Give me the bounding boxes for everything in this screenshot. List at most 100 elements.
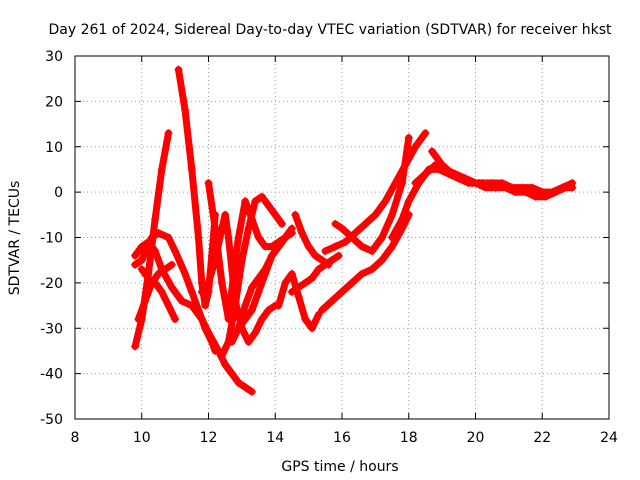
data-point — [491, 183, 500, 192]
x-tick-label: 12 — [200, 430, 218, 446]
data-point — [271, 210, 280, 219]
data-point — [151, 278, 160, 287]
data-point — [301, 315, 310, 324]
data-point — [501, 183, 510, 192]
data-point — [321, 260, 330, 269]
data-point — [528, 183, 537, 192]
data-point — [164, 301, 173, 310]
y-tick-label: -50 — [40, 412, 63, 428]
data-point — [451, 169, 460, 178]
data-point — [234, 324, 243, 333]
series-track-12 — [234, 224, 296, 333]
series-track-14 — [291, 210, 333, 269]
data-point — [311, 251, 320, 260]
data-point — [428, 147, 437, 156]
data-point — [291, 210, 300, 219]
data-point — [257, 192, 266, 201]
series-track-21 — [411, 160, 577, 201]
data-point — [281, 278, 290, 287]
data-point — [511, 188, 520, 197]
data-point — [431, 160, 440, 169]
data-point — [404, 133, 413, 142]
y-tick-label: -40 — [40, 367, 63, 383]
data-point — [378, 256, 387, 265]
x-tick-label: 18 — [400, 430, 418, 446]
data-point — [244, 224, 253, 233]
data-point — [307, 274, 316, 283]
data-point — [294, 292, 303, 301]
data-point — [481, 183, 490, 192]
series-trace — [288, 252, 343, 296]
data-point — [348, 278, 357, 287]
data-point — [378, 233, 387, 242]
data-point — [287, 224, 296, 233]
data-point — [388, 242, 397, 251]
data-point — [421, 169, 430, 178]
data-point — [404, 197, 413, 206]
data-point — [217, 351, 226, 360]
data-point — [267, 251, 276, 260]
data-point — [161, 265, 170, 274]
data-point — [237, 256, 246, 265]
data-point — [531, 192, 540, 201]
data-point — [334, 251, 343, 260]
data-point — [221, 360, 230, 369]
data-point — [131, 342, 140, 351]
data-point — [264, 306, 273, 315]
data-point — [144, 274, 153, 283]
data-point — [171, 315, 180, 324]
axis-ticks: 8 10 12 14 16 18 20 22 24 -50 -40 -30 -20 -10 0 10 20 30 — [40, 49, 618, 446]
data-point — [167, 283, 176, 292]
data-point — [388, 233, 397, 242]
series-track-13 — [274, 269, 323, 333]
data-point — [204, 278, 213, 287]
data-point — [368, 247, 377, 256]
x-tick-label: 20 — [467, 430, 485, 446]
data-point — [264, 201, 273, 210]
data-layer — [131, 65, 577, 396]
data-point — [398, 215, 407, 224]
data-point — [421, 129, 430, 138]
data-point — [287, 269, 296, 278]
data-point — [277, 219, 286, 228]
data-point — [157, 165, 166, 174]
data-point — [207, 337, 216, 346]
y-tick-label: -30 — [40, 321, 63, 337]
series-trace — [131, 129, 172, 350]
y-tick-label: 30 — [45, 49, 63, 65]
data-point — [338, 287, 346, 296]
x-axis-label: GPS time / hours — [281, 459, 398, 475]
data-point — [411, 179, 420, 188]
data-point — [351, 228, 360, 237]
y-tick-label: -20 — [40, 276, 63, 292]
data-point — [331, 242, 340, 251]
data-point — [381, 197, 390, 206]
data-point — [177, 297, 186, 306]
data-point — [368, 265, 377, 274]
data-point — [247, 283, 256, 292]
data-point — [314, 265, 323, 274]
data-point — [327, 256, 336, 265]
data-point — [358, 269, 367, 278]
x-tick-label: 16 — [333, 430, 351, 446]
data-point — [141, 297, 150, 306]
data-point — [297, 228, 306, 237]
data-point — [221, 210, 230, 219]
data-point — [321, 247, 330, 256]
series-track-9 — [217, 192, 286, 360]
data-point — [281, 233, 290, 242]
data-point — [154, 269, 163, 278]
data-point — [217, 224, 226, 233]
data-point — [187, 287, 196, 296]
data-point — [317, 306, 326, 315]
data-point — [388, 210, 397, 219]
series-track-16 — [331, 133, 413, 256]
x-tick-label: 14 — [266, 430, 284, 446]
data-point — [358, 242, 367, 251]
y-axis-label: SDTVAR / TECUs — [7, 181, 23, 296]
data-point — [551, 188, 560, 197]
data-point — [224, 233, 233, 242]
data-point — [274, 242, 283, 251]
data-point — [401, 160, 410, 169]
